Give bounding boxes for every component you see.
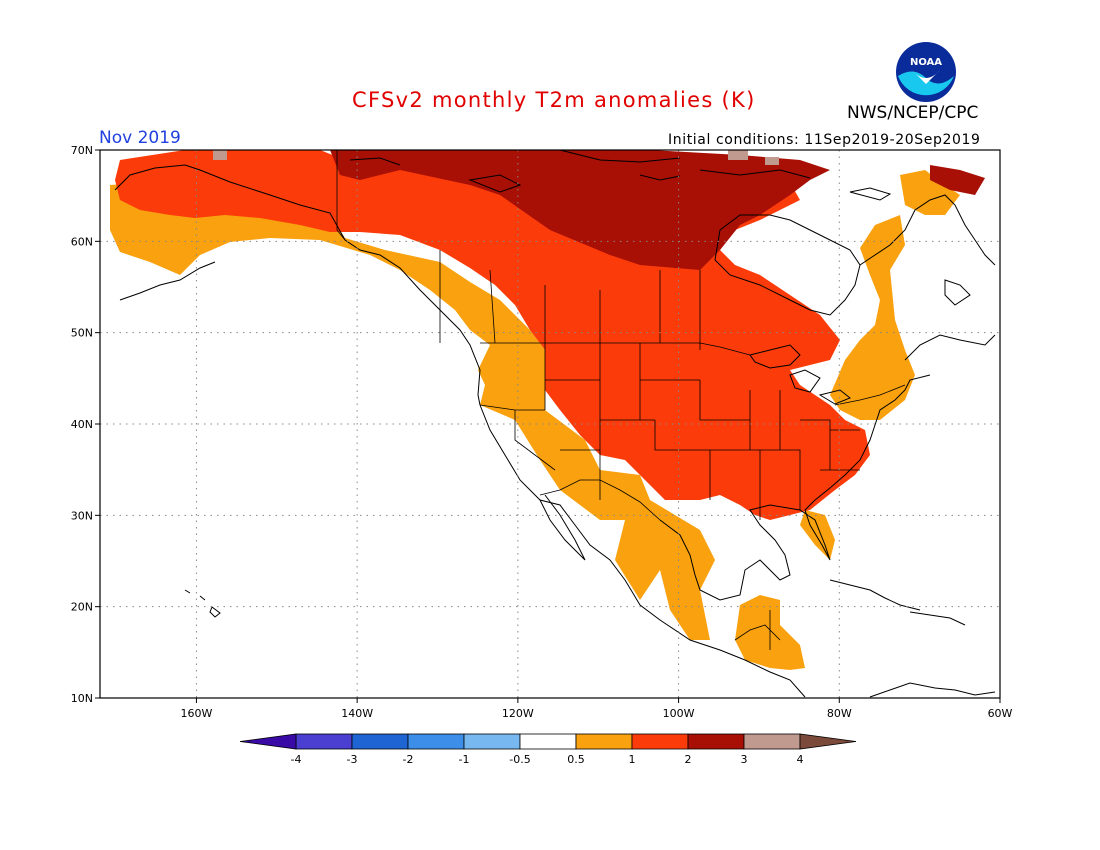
lat-label-30N: 30N <box>71 509 93 522</box>
coastline-labrador <box>859 194 996 266</box>
colorbar-box-4 <box>519 733 577 750</box>
coastline-hispaniola <box>909 611 966 626</box>
anomaly-region-3-4-a <box>213 150 227 160</box>
colorbar-label-1: -3 <box>347 753 358 766</box>
chart-title: CFSv2 monthly T2m anomalies (K) <box>352 88 756 112</box>
noaa-logo: NOAA <box>896 42 956 102</box>
colorbar-box-8 <box>743 733 801 750</box>
coastlines <box>114 149 996 698</box>
colorbar-boxes <box>239 733 857 750</box>
colorbar-box-1 <box>351 733 409 750</box>
colorbar-label-9: 4 <box>797 753 804 766</box>
coastline-south-america <box>869 682 996 698</box>
coastline-great-lakes <box>749 344 851 405</box>
noaa-logo-bird <box>912 70 940 84</box>
coastline-newfoundland <box>944 279 971 306</box>
anomaly-region-0.5-1-west <box>110 180 715 640</box>
colorbar-box-6 <box>631 733 689 750</box>
lon-label-100W: 100W <box>663 707 695 720</box>
colorbar-box-3 <box>463 733 521 750</box>
colorbar-box-5 <box>575 733 633 750</box>
lat-label-20N: 20N <box>71 601 93 614</box>
political-borders <box>336 150 906 650</box>
colorbar-arrow-high <box>799 733 857 750</box>
lat-label-40N: 40N <box>71 418 93 431</box>
lon-label-160W: 160W <box>180 707 212 720</box>
anomaly-region-0.5-1-labrador <box>900 170 960 215</box>
lat-label-60N: 60N <box>71 235 93 248</box>
anomaly-region-3-4-b <box>728 150 748 160</box>
axis-ticks: 70N 60N 50N 40N 30N 20N 10N 160W 140W 120W 100W 80W… <box>71 144 1013 720</box>
coastline-alaska <box>114 164 481 406</box>
border-canada-provinces <box>439 250 701 350</box>
colorbar-label-0: -4 <box>291 753 302 766</box>
border-central-america <box>734 610 781 650</box>
lon-label-60W: 60W <box>988 707 1013 720</box>
colorbar-label-3: -1 <box>459 753 470 766</box>
coastline-hudson-bay <box>714 214 861 316</box>
lon-label-80W: 80W <box>827 707 852 720</box>
anomaly-region-3-4-c <box>765 157 779 165</box>
colorbar-box-7 <box>687 733 745 750</box>
coastline-baja <box>539 494 586 561</box>
lat-lon-grid <box>100 150 1000 698</box>
anomaly-region-0.5-1-east <box>830 215 915 420</box>
colorbar-labels: -4 -3 -2 -1 -0.5 0.5 1 2 3 4 <box>291 753 804 766</box>
coastline-gulf <box>659 374 931 601</box>
colorbar-box-2 <box>407 733 465 750</box>
lat-label-50N: 50N <box>71 327 93 340</box>
initial-conditions: Initial conditions: 11Sep2019-20Sep2019 <box>668 132 981 148</box>
coastline-arctic-islands <box>349 149 892 201</box>
colorbar-label-4: -0.5 <box>509 753 530 766</box>
lon-label-140W: 140W <box>341 707 373 720</box>
colorbar-label-7: 2 <box>685 753 692 766</box>
coastline-nova-scotia <box>904 334 996 361</box>
lat-label-70N: 70N <box>71 144 93 157</box>
colorbar-label-6: 1 <box>629 753 636 766</box>
border-us-states <box>479 343 860 520</box>
agency-label: NWS/NCEP/CPC <box>847 103 979 123</box>
coastline-cuba <box>829 579 921 611</box>
colorbar-label-2: -2 <box>403 753 414 766</box>
lat-label-10N: 10N <box>71 692 93 705</box>
colorbar-label-5: 0.5 <box>567 753 585 766</box>
anomaly-region-2-3-baffin <box>930 165 985 195</box>
colorbar-arrow-low <box>239 733 297 750</box>
colorbar-label-8: 3 <box>741 753 748 766</box>
colorbar-box-0 <box>295 733 353 750</box>
coastline-hawaii <box>184 589 221 618</box>
forecast-period: Nov 2019 <box>99 128 181 148</box>
noaa-logo-text: NOAA <box>910 57 942 68</box>
lon-label-120W: 120W <box>502 707 534 720</box>
border-alaska-canada <box>336 150 346 241</box>
coastline-aleutians <box>119 261 216 301</box>
